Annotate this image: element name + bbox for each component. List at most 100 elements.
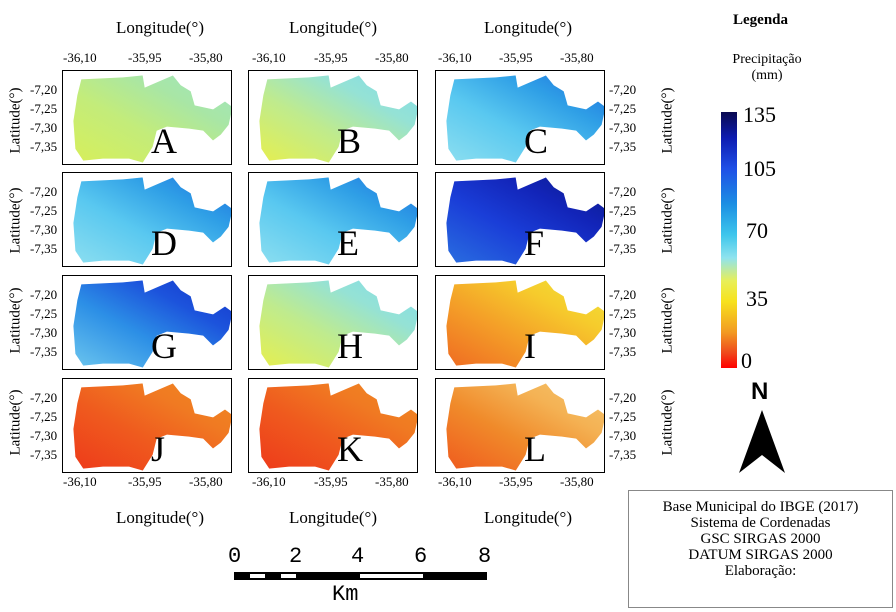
- info-line: DATUM SIRGAS 2000: [688, 547, 833, 563]
- map-panel-j: J: [62, 378, 232, 473]
- info-line: GSC SIRGAS 2000: [700, 531, 821, 547]
- tick-lat: -7,25: [609, 101, 637, 116]
- colorbar-value: 105: [743, 156, 776, 181]
- municipality-shape: [72, 382, 231, 472]
- tick-lat: -7,20: [609, 82, 637, 97]
- tick-lat: -7,35: [609, 241, 637, 256]
- tick-lat: -7,20: [30, 390, 58, 405]
- tick-lat: -7,20: [609, 390, 637, 405]
- scale-tick: 6: [414, 544, 428, 569]
- map-panel-h: H: [248, 275, 418, 370]
- tick-lat: -7,25: [30, 409, 58, 424]
- panel-label: F: [524, 223, 545, 263]
- colorbar-value: 35: [746, 286, 768, 311]
- info-line: Sistema de Cordenadas: [690, 515, 831, 531]
- left-lat-label-3: Latitude(°): [7, 287, 24, 354]
- municipality-shape: [445, 74, 604, 164]
- map-panel-i: I: [435, 275, 605, 370]
- tick-lon: -36,10: [252, 50, 286, 65]
- map-panel-c: C: [435, 70, 605, 165]
- tick-lat: -7,25: [30, 203, 58, 218]
- municipality-shape: [445, 176, 604, 266]
- map-panel-l: L: [435, 378, 605, 473]
- tick-lat: -7,20: [30, 287, 58, 302]
- tick-lat: -7,25: [609, 409, 637, 424]
- panel-label: A: [151, 121, 177, 161]
- right-lat-label-1: Latitude(°): [659, 87, 676, 154]
- map-panel-b: B: [248, 70, 418, 165]
- tick-lat: -7,35: [609, 344, 637, 359]
- tick-lon: -35,95: [128, 50, 162, 65]
- tick-lat: -7,35: [609, 139, 637, 154]
- tick-lon: -35,80: [560, 50, 594, 65]
- tick-lat: -7,35: [30, 241, 58, 256]
- tick-lat: -7,25: [30, 306, 58, 321]
- map-panel-g: G: [62, 275, 232, 370]
- municipality-shape: [72, 176, 231, 266]
- municipality-shape: [445, 382, 604, 472]
- tick-lon: -35,80: [189, 474, 223, 489]
- scale-tick: 0: [228, 544, 242, 569]
- municipality-shape: [445, 279, 604, 369]
- panel-label: J: [151, 429, 166, 469]
- tick-lat: -7,20: [609, 184, 637, 199]
- panel-label: I: [524, 326, 536, 366]
- tick-lat: -7,25: [609, 306, 637, 321]
- map-panel-d: D: [62, 172, 232, 267]
- right-lat-label-2: Latitude(°): [659, 187, 676, 254]
- precipitation-colorbar: [721, 112, 737, 368]
- tick-lon: -36,10: [252, 474, 286, 489]
- municipality-shape: [72, 74, 231, 164]
- tick-lon: -36,10: [63, 474, 97, 489]
- panel-label: H: [337, 326, 363, 366]
- panel-label: B: [337, 121, 362, 161]
- left-lat-label-2: Latitude(°): [7, 187, 24, 254]
- legend-variable: Precipitação: [732, 52, 802, 67]
- tick-lon: -35,95: [314, 50, 348, 65]
- panel-label: C: [524, 121, 549, 161]
- tick-lon: -35,80: [375, 474, 409, 489]
- scale-tick: 4: [351, 544, 365, 569]
- left-lat-label-1: Latitude(°): [7, 87, 24, 154]
- municipality-shape: [72, 279, 231, 369]
- tick-lat: -7,30: [609, 120, 637, 135]
- top-lon-label-1: Longitude(°): [116, 18, 204, 37]
- panel-label: G: [151, 326, 177, 366]
- colorbar-value: 70: [746, 218, 768, 243]
- tick-lat: -7,30: [609, 222, 637, 237]
- tick-lat: -7,30: [30, 428, 58, 443]
- colorbar-value: 135: [743, 102, 776, 127]
- scale-tick: 8: [478, 544, 492, 569]
- tick-lat: -7,35: [30, 139, 58, 154]
- colorbar-value: 0: [741, 348, 752, 373]
- municipality-shape: [258, 382, 417, 472]
- map-panel-k: K: [248, 378, 418, 473]
- top-lon-label-2: Longitude(°): [289, 18, 377, 37]
- tick-lat: -7,30: [609, 325, 637, 340]
- map-panel-e: E: [248, 172, 418, 267]
- legend-title: Legenda: [733, 12, 789, 28]
- tick-lon: -35,95: [314, 474, 348, 489]
- tick-lat: -7,20: [30, 82, 58, 97]
- panel-label: L: [524, 429, 546, 469]
- tick-lat: -7,35: [609, 447, 637, 462]
- tick-lat: -7,35: [30, 447, 58, 462]
- tick-lat: -7,25: [609, 203, 637, 218]
- municipality-shape: [258, 74, 417, 164]
- scale-unit: Km: [332, 582, 359, 607]
- tick-lon: -35,80: [375, 50, 409, 65]
- tick-lat: -7,35: [30, 344, 58, 359]
- scale-bar-graphic: [234, 572, 487, 580]
- map-panel-f: F: [435, 172, 605, 267]
- map-panel-a: A: [62, 70, 232, 165]
- panel-label: E: [337, 223, 359, 263]
- tick-lon: -35,95: [128, 474, 162, 489]
- bottom-lon-label-3: Longitude(°): [484, 508, 572, 527]
- scale-tick: 2: [289, 544, 303, 569]
- tick-lon: -35,80: [560, 474, 594, 489]
- tick-lat: -7,30: [30, 325, 58, 340]
- panel-label: D: [151, 223, 177, 263]
- north-arrow-icon: [739, 410, 785, 473]
- tick-lon: -35,95: [499, 474, 533, 489]
- tick-lat: -7,30: [30, 222, 58, 237]
